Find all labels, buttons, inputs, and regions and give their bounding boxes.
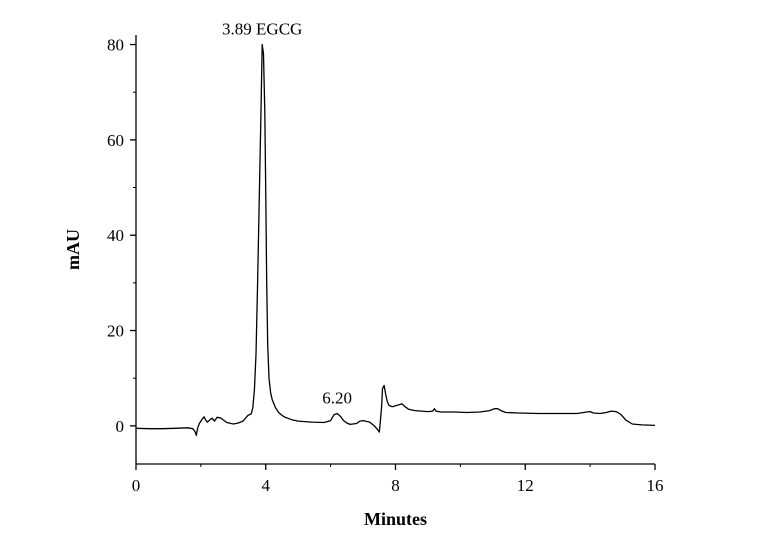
y-tick-label: 80	[107, 36, 124, 55]
x-tick-label: 12	[517, 476, 534, 495]
peak-annotations: 3.89 EGCG 6.20	[222, 20, 352, 408]
chromatogram-trace	[135, 43, 656, 437]
x-tick-label: 4	[262, 476, 271, 495]
y-tick-label: 40	[107, 226, 124, 245]
axes: 0 20 40 60 80 0 4 8 12 16	[107, 35, 664, 495]
peak-label: 6.20	[322, 388, 352, 407]
y-tick-label: 0	[116, 417, 125, 436]
y-ticks: 0 20 40 60 80	[107, 36, 136, 436]
x-ticks: 0 4 8 12 16	[132, 464, 664, 495]
y-tick-label: 20	[107, 322, 124, 341]
peak-label: 3.89 EGCG	[222, 20, 302, 39]
x-axis-title: Minutes	[364, 509, 427, 529]
y-axis-title: mAU	[63, 229, 83, 270]
y-tick-label: 60	[107, 131, 124, 150]
x-tick-label: 0	[132, 476, 141, 495]
x-tick-label: 8	[391, 476, 400, 495]
x-tick-label: 16	[647, 476, 664, 495]
